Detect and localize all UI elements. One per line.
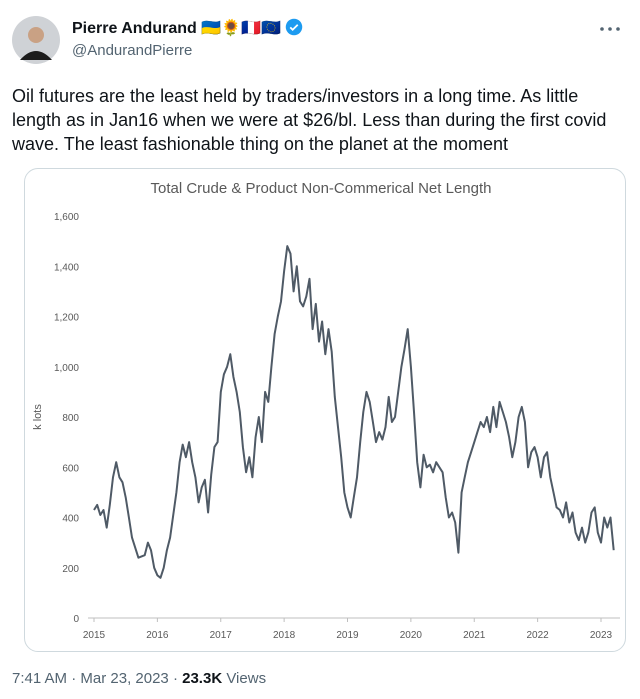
y-tick-label: 600 bbox=[62, 463, 79, 474]
x-tick-label: 2023 bbox=[590, 630, 613, 641]
x-tick-label: 2015 bbox=[83, 630, 106, 641]
y-tick-label: 1,000 bbox=[54, 363, 79, 374]
x-tick-label: 2019 bbox=[336, 630, 359, 641]
user-name[interactable]: Pierre Andurand 🇺🇦🌻🇫🇷🇪🇺 bbox=[72, 18, 303, 38]
x-tick-label: 2016 bbox=[146, 630, 169, 641]
y-axis-label: k lots bbox=[32, 404, 44, 430]
x-tick-label: 2017 bbox=[210, 630, 233, 641]
verified-badge bbox=[286, 18, 303, 36]
views-label: Views bbox=[226, 670, 267, 687]
y-tick-label: 400 bbox=[62, 514, 79, 525]
y-tick-label: 1,400 bbox=[54, 262, 79, 273]
chart-title: Total Crude & Product Non-Commerical Net… bbox=[151, 180, 492, 197]
y-tick-label: 1,600 bbox=[54, 212, 79, 223]
chart: Total Crude & Product Non-Commerical Net… bbox=[32, 180, 621, 641]
views-count: 23.3K bbox=[182, 670, 223, 687]
tweet-text: Oil futures are the least held by trader… bbox=[12, 86, 607, 154]
name[interactable]: Pierre Andurand bbox=[72, 20, 197, 37]
date: Mar 23, 2023 bbox=[80, 670, 169, 687]
x-tick-label: 2022 bbox=[527, 630, 550, 641]
data-line bbox=[93, 245, 615, 579]
y-tick-label: 200 bbox=[62, 564, 79, 575]
avatar[interactable] bbox=[12, 16, 60, 64]
x-tick-label: 2018 bbox=[273, 630, 296, 641]
time: 7:41 AM bbox=[12, 670, 68, 687]
y-tick-label: 800 bbox=[62, 413, 79, 424]
flags: 🇺🇦🌻🇫🇷🇪🇺 bbox=[201, 20, 281, 37]
media-card[interactable]: Total Crude & Product Non-Commerical Net… bbox=[24, 168, 626, 652]
tweet-meta: 7:41 AM · Mar 23, 2023 · 23.3K Views bbox=[12, 670, 267, 687]
y-tick-label: 1,200 bbox=[54, 313, 79, 324]
more-button[interactable] bbox=[598, 24, 622, 34]
user-handle[interactable]: @AndurandPierre bbox=[72, 42, 193, 59]
x-tick-label: 2021 bbox=[463, 630, 486, 641]
x-tick-label: 2020 bbox=[400, 630, 423, 641]
y-tick-label: 0 bbox=[73, 614, 79, 625]
